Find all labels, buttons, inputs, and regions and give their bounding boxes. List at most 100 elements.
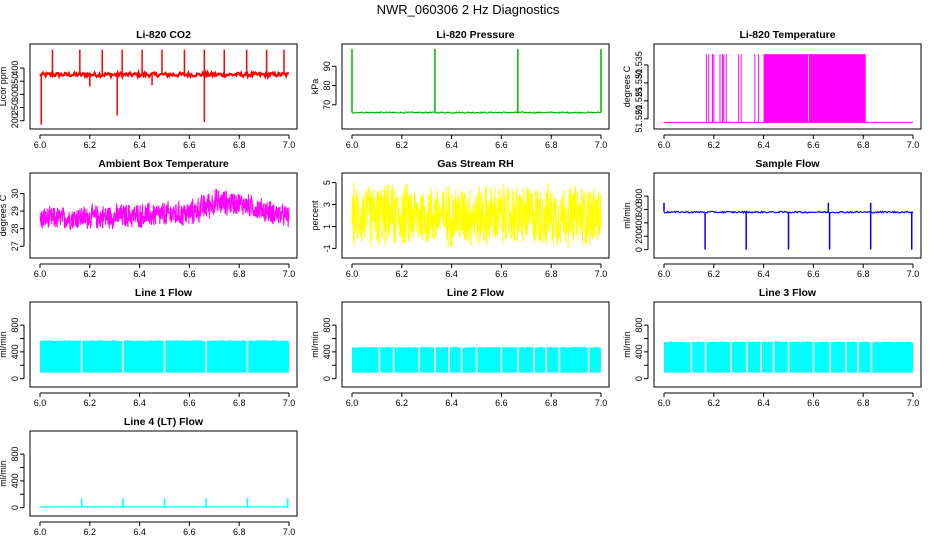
x-tick-label-ambient: 6.6 xyxy=(183,269,196,279)
y-tick-label-ambient: 30 xyxy=(10,189,20,199)
x-tick-label-rh: 7.0 xyxy=(595,269,608,279)
y-label-ambient: degrees C xyxy=(0,194,8,236)
y-tick-label-sampleflow: 400 xyxy=(634,215,644,230)
series-co2 xyxy=(39,49,290,125)
frame-line2 xyxy=(341,301,610,388)
x-tick-label-line4: 6.2 xyxy=(84,527,97,537)
y-tick-label-line1: 400 xyxy=(10,344,20,359)
y-tick-label-line4: 800 xyxy=(10,447,20,462)
x-tick-label-pressure: 6.2 xyxy=(396,140,409,150)
x-tick-label-ambient: 6.8 xyxy=(233,269,246,279)
y-label-pressure: kPa xyxy=(310,79,320,95)
x-tick-label-line3: 6.2 xyxy=(708,398,721,408)
panel-pressure: Li-820 Pressure 6.0 6.2 6.4 6.6 6.8 7.0 70 80 90k… xyxy=(310,29,610,150)
y-tick-label-co2: 250 xyxy=(10,100,20,115)
y-tick-label-line3: 800 xyxy=(634,318,644,333)
y-tick-label-sampleflow: 0 xyxy=(634,247,644,252)
y-tick-label-line3: 0 xyxy=(634,376,644,381)
x-tick-label-line1: 6.8 xyxy=(233,398,246,408)
baseline-co2 xyxy=(39,68,290,81)
x-tick-label-co2: 6.4 xyxy=(133,140,146,150)
y-tick-label-co2: 200 xyxy=(10,113,20,128)
x-tick-label-ambient: 7.0 xyxy=(283,269,296,279)
y-label-sampleflow: ml/min xyxy=(622,202,632,229)
y-tick-label-temperature: 51.520 xyxy=(634,105,644,133)
y-tick-label-ambient: 28 xyxy=(10,224,20,234)
x-tick-label-rh: 6.4 xyxy=(445,269,458,279)
y-label-line4: ml/min xyxy=(0,460,8,487)
x-tick-label-line4: 7.0 xyxy=(283,527,296,537)
series-line2 xyxy=(351,345,602,373)
x-tick-label-line1: 6.0 xyxy=(34,398,47,408)
x-tick-label-co2: 6.8 xyxy=(233,140,246,150)
x-tick-label-co2: 7.0 xyxy=(283,140,296,150)
x-tick-label-line3: 6.8 xyxy=(857,398,870,408)
x-tick-label-sampleflow: 6.2 xyxy=(708,269,721,279)
panel-title-pressure: Li-820 Pressure xyxy=(436,29,514,41)
panel-co2: Li-820 CO2 6.0 6.2 6.4 6.6 6.8 7.0 200250300350… xyxy=(0,29,298,150)
band-ambient xyxy=(39,189,290,231)
x-tick-label-temperature: 6.8 xyxy=(857,140,870,150)
frame-sampleflow xyxy=(653,172,922,259)
x-tick-label-sampleflow: 6.6 xyxy=(807,269,820,279)
y-tick-label-sampleflow: 200 xyxy=(634,229,644,244)
panel-title-line1: Line 1 Flow xyxy=(135,287,193,299)
x-tick-label-line2: 6.8 xyxy=(545,398,558,408)
y-tick-label-pressure: 70 xyxy=(322,100,332,110)
y-tick-label-sampleflow: 600 xyxy=(634,202,644,217)
y-tick-label-line2: 400 xyxy=(322,344,332,359)
y-tick-label-co2: 350 xyxy=(10,74,20,89)
x-tick-label-temperature: 6.4 xyxy=(757,140,770,150)
x-tick-label-temperature: 6.0 xyxy=(658,140,671,150)
x-tick-label-co2: 6.2 xyxy=(84,140,97,150)
series-line3 xyxy=(664,340,914,373)
y-tick-label-temperature: 51.525 xyxy=(634,87,644,115)
band-rh xyxy=(351,182,602,249)
panel-ambient: Ambient Box Temperature 6.0 6.2 6.4 6.6 6.8 7.… xyxy=(0,158,298,279)
x-tick-label-line4: 6.0 xyxy=(34,527,47,537)
x-tick-label-temperature: 6.2 xyxy=(708,140,721,150)
x-tick-label-line1: 6.4 xyxy=(133,398,146,408)
y-tick-label-co2: 400 xyxy=(10,61,20,76)
panel-title-sampleflow: Sample Flow xyxy=(755,158,820,170)
x-tick-label-line1: 6.2 xyxy=(84,398,97,408)
panel-line2: Line 2 Flow 6.0 6.2 6.4 6.6 6.8 7.0 0 400 800ml/m… xyxy=(310,287,610,408)
panel-title-ambient: Ambient Box Temperature xyxy=(98,158,229,170)
y-tick-label-ambient: 27 xyxy=(10,241,20,251)
x-tick-label-ambient: 6.0 xyxy=(34,269,47,279)
y-tick-label-sampleflow: 800 xyxy=(634,189,644,204)
panel-line1: Line 1 Flow 6.0 6.2 6.4 6.6 6.8 7.0 0 400 800ml/m… xyxy=(0,287,298,408)
x-tick-label-ambient: 6.4 xyxy=(133,269,146,279)
x-tick-label-pressure: 6.4 xyxy=(445,140,458,150)
x-tick-label-line2: 6.4 xyxy=(445,398,458,408)
frame-line1 xyxy=(29,301,298,388)
series-rh xyxy=(351,182,602,249)
series-line1 xyxy=(40,339,290,373)
y-tick-label-line3: 400 xyxy=(634,344,644,359)
x-tick-label-sampleflow: 6.4 xyxy=(757,269,770,279)
x-tick-label-line1: 7.0 xyxy=(283,398,296,408)
x-tick-label-rh: 6.8 xyxy=(545,269,558,279)
series-line4 xyxy=(40,498,289,508)
panel-title-co2: Li-820 CO2 xyxy=(136,29,191,41)
x-tick-label-pressure: 6.0 xyxy=(346,140,359,150)
y-label-temperature: degrees C xyxy=(622,65,632,107)
y-tick-label-line1: 800 xyxy=(10,318,20,333)
x-tick-label-ambient: 6.2 xyxy=(84,269,97,279)
baseline-pressure xyxy=(351,111,602,114)
x-tick-label-line2: 6.6 xyxy=(495,398,508,408)
panel-title-line4: Line 4 (LT) Flow xyxy=(124,416,204,428)
y-tick-label-co2: 300 xyxy=(10,87,20,102)
y-tick-label-rh: 5 xyxy=(322,180,332,185)
x-tick-label-temperature: 7.0 xyxy=(907,140,920,150)
frame-pressure xyxy=(341,43,610,130)
y-label-line1: ml/min xyxy=(0,331,8,358)
y-tick-label-line4: 400 xyxy=(10,473,20,488)
y-tick-label-line2: 800 xyxy=(322,318,332,333)
x-tick-label-sampleflow: 7.0 xyxy=(907,269,920,279)
y-label-line3: ml/min xyxy=(622,331,632,358)
y-label-line2: ml/min xyxy=(310,331,320,358)
x-tick-label-line3: 6.4 xyxy=(757,398,770,408)
x-tick-label-pressure: 7.0 xyxy=(595,140,608,150)
x-tick-label-rh: 6.0 xyxy=(346,269,359,279)
